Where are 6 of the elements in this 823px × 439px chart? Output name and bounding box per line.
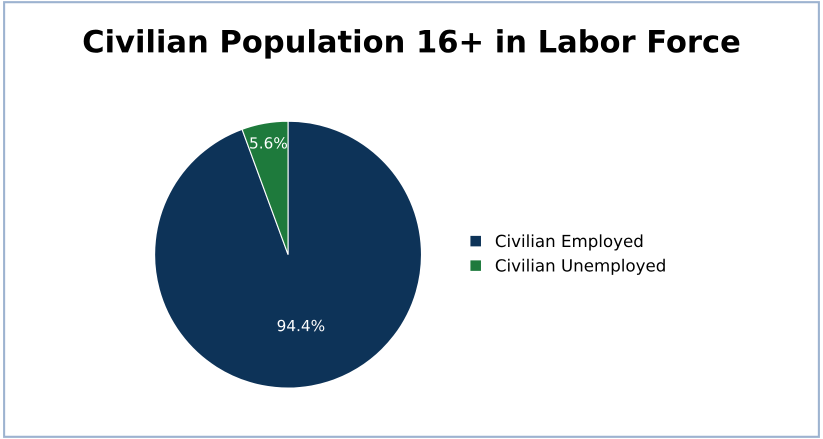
data-label: 94.4% <box>278 320 324 332</box>
legend-label: Civilian Employed <box>496 234 642 250</box>
data-label: 5.6% <box>250 137 287 149</box>
legend-label: Civilian Unemployed <box>496 258 665 275</box>
chart-title: Civilian Population 16+ in Labor Force <box>84 29 740 59</box>
pie-slice <box>154 120 422 389</box>
